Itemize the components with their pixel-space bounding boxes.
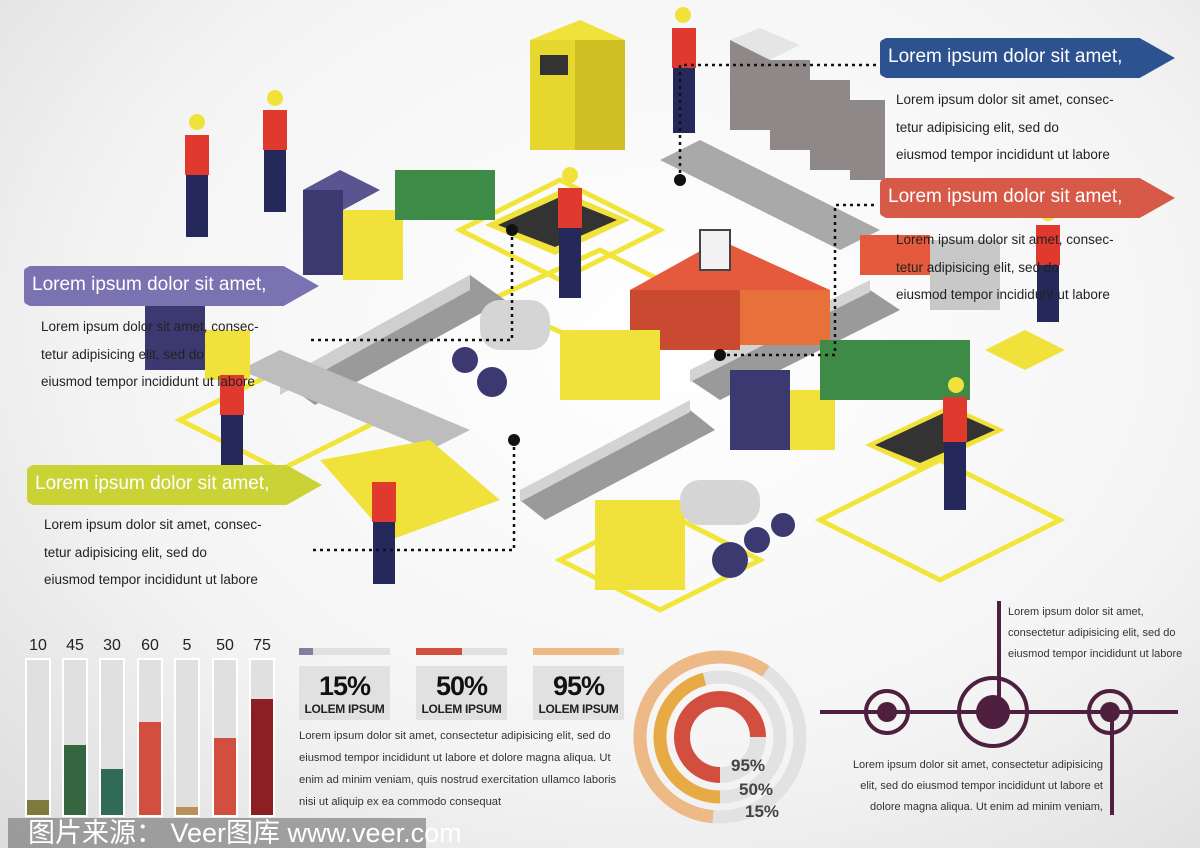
callout-text-4: Lorem ipsum dolor sit amet, consec- tetu… xyxy=(44,511,262,594)
bar xyxy=(251,698,273,815)
donut-arc xyxy=(653,672,721,804)
bar xyxy=(101,768,123,815)
bar-track xyxy=(249,658,275,817)
text-line: consectetur adipisicing elit, sed do xyxy=(1008,627,1176,639)
percent-value: 95% xyxy=(552,671,605,701)
percent-bar-fill xyxy=(416,648,462,655)
text-line: Lorem ipsum dolor sit amet, consec- xyxy=(896,232,1114,247)
bar-track xyxy=(212,658,238,817)
text-line: Lorem ipsum dolor sit amet, consec- xyxy=(44,517,262,532)
bar-track xyxy=(137,658,163,817)
bar-value-label: 45 xyxy=(66,637,84,654)
text-line: eiusmod tempor incididunt ut labore xyxy=(41,374,255,389)
text-line: tetur adipisicing elit, sed do xyxy=(896,259,1059,275)
text-line: tetur adipisicing elit, sed do xyxy=(44,544,207,560)
text-line: eiusmod tempor incididunt ut labore xyxy=(1008,648,1183,660)
percent-label: LOLEM IPSUM xyxy=(304,702,385,716)
leader-lines xyxy=(310,63,878,552)
donut-arc xyxy=(674,691,766,783)
percent-box-2: 50% LOLEM IPSUM xyxy=(416,666,507,720)
percent-bar-1 xyxy=(299,648,390,655)
text-line: dolore magna aliqua. Ut enim ad minim ve… xyxy=(870,801,1103,813)
text-line: Lorem ipsum dolor sit amet, consec- xyxy=(896,92,1114,107)
bar-value-label: 75 xyxy=(253,637,271,654)
text-line: enim ad minim veniam, quis nostrud exerc… xyxy=(299,774,617,786)
bar-value-label: 50 xyxy=(216,637,234,654)
percent-label: LOLEM IPSUM xyxy=(538,702,619,716)
percent-box-1: 15% LOLEM IPSUM xyxy=(299,666,390,720)
donut-label-1: 95% xyxy=(731,756,766,775)
text-line: eiusmod tempor incididunt ut labore xyxy=(896,147,1110,162)
text-line: nisi ut aliquip ex ea commodo consequat xyxy=(299,796,502,808)
callout-text-2: Lorem ipsum dolor sit amet, consec- tetu… xyxy=(896,226,1114,309)
text-line: Lorem ipsum dolor sit amet, consectetur … xyxy=(299,730,611,742)
percent-label: LOLEM IPSUM xyxy=(421,702,502,716)
bar xyxy=(214,737,236,815)
callout-text-1: Lorem ipsum dolor sit amet, consec- tetu… xyxy=(896,86,1114,169)
text-line: Lorem ipsum dolor sit amet, consectetur … xyxy=(852,759,1103,771)
timeline-node-ring xyxy=(1087,689,1133,735)
workers xyxy=(185,7,1060,584)
timeline-node-dot xyxy=(877,702,897,722)
bar-track xyxy=(174,658,200,817)
callout-banner-3: Lorem ipsum dolor sit amet, xyxy=(24,266,319,306)
percent-bar-2 xyxy=(416,648,507,655)
timeline-bottom-text: Lorem ipsum dolor sit amet, consectetur … xyxy=(830,755,1103,818)
bar-value-label: 5 xyxy=(182,637,192,654)
text-line: eiusmod tempor incididunt ut labore xyxy=(896,287,1110,302)
bar xyxy=(27,799,49,815)
timeline-node-dot xyxy=(1100,702,1120,722)
text-line: tetur adipisicing elit, sed do xyxy=(41,346,204,362)
bar-track xyxy=(62,658,88,817)
percent-bar-fill xyxy=(299,648,313,655)
machines xyxy=(145,20,1065,590)
text-line: Lorem ipsum dolor sit amet, xyxy=(1008,606,1144,618)
timeline-graphic xyxy=(820,601,1178,815)
bar-value-label: 30 xyxy=(103,637,121,654)
callout-text-3: Lorem ipsum dolor sit amet, consec- tetu… xyxy=(41,313,259,396)
timeline-node-ring xyxy=(957,676,1029,748)
watermark: 图片来源： Veer图库 www.veer.com xyxy=(8,818,462,848)
radial-progress-chart xyxy=(633,650,807,824)
callout-banner-1: Lorem ipsum dolor sit amet, xyxy=(880,38,1175,78)
bar-track xyxy=(25,658,51,817)
percent-value: 50% xyxy=(435,671,488,701)
bar xyxy=(64,745,86,815)
callout-banner-2: Lorem ipsum dolor sit amet, xyxy=(880,178,1175,218)
callout-banner-4: Lorem ipsum dolor sit amet, xyxy=(27,465,322,505)
percent-bar-fill xyxy=(533,648,620,655)
percent-paragraph: Lorem ipsum dolor sit amet, consectetur … xyxy=(299,725,616,813)
donut-label-3: 15% xyxy=(745,802,780,821)
text-line: elit, sed do eiusmod tempor incididunt u… xyxy=(860,780,1103,792)
text-line: tetur adipisicing elit, sed do xyxy=(896,119,1059,135)
donut-label-2: 50% xyxy=(739,780,774,799)
text-line: eiusmod tempor incididunt ut labore xyxy=(44,572,258,587)
bar-track xyxy=(99,658,125,817)
bar xyxy=(139,722,161,815)
bar-value-label: 10 xyxy=(29,637,47,654)
donut-arc xyxy=(633,650,770,824)
text-line: eiusmod tempor incididunt ut labore et d… xyxy=(299,752,611,764)
bar xyxy=(176,807,198,815)
percent-value: 15% xyxy=(318,671,371,701)
bar-value-label: 60 xyxy=(141,637,159,654)
percent-box-3: 95% LOLEM IPSUM xyxy=(533,666,624,720)
percent-bar-3 xyxy=(533,648,624,655)
timeline-node-ring xyxy=(864,689,910,735)
text-line: Lorem ipsum dolor sit amet, consec- xyxy=(41,319,259,334)
timeline-top-text: Lorem ipsum dolor sit amet, consectetur … xyxy=(1008,602,1182,665)
timeline-node-dot xyxy=(976,695,1010,729)
